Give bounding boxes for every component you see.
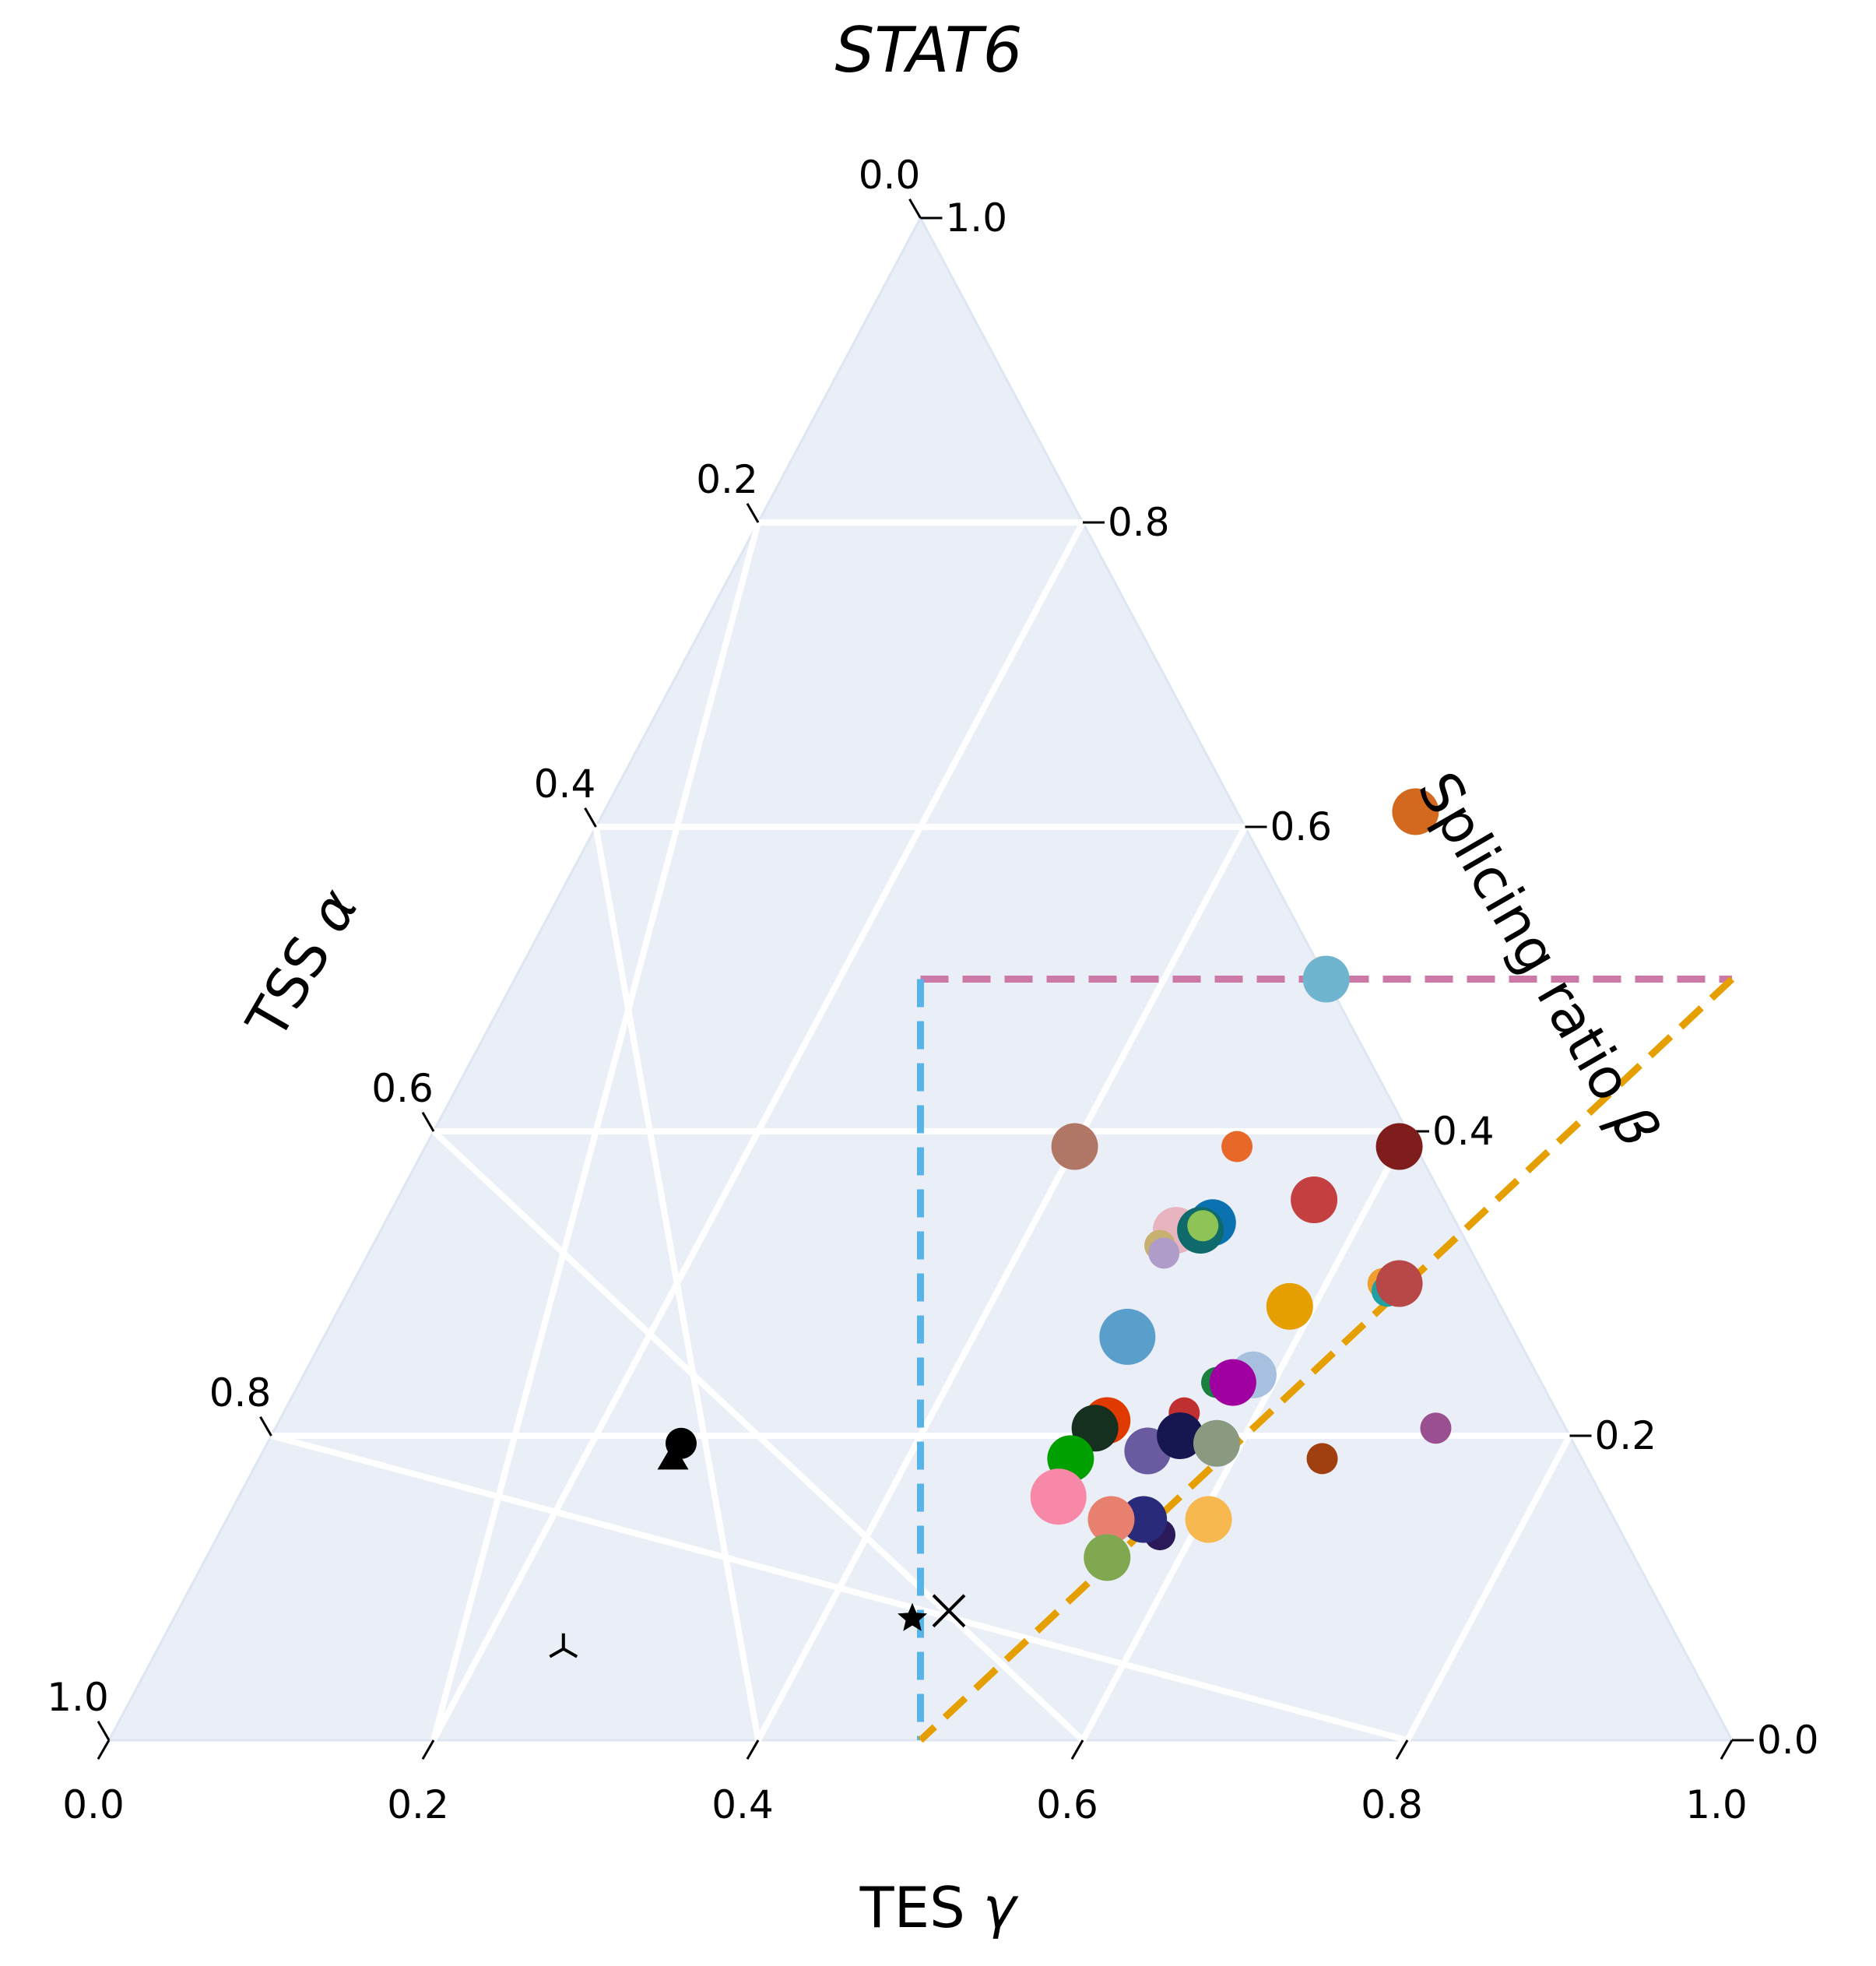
grid-line <box>1080 1130 1411 1742</box>
data-point <box>1030 1468 1087 1525</box>
right-tick-label: 0.8 <box>1108 500 1170 545</box>
bottom-tick <box>97 1739 111 1760</box>
right-tick-label: 0.0 <box>1757 1718 1819 1763</box>
data-point <box>1221 1131 1253 1162</box>
data-point <box>1185 1496 1232 1543</box>
bottom-tick-label: 0.4 <box>711 1782 774 1827</box>
right-tick-label: 0.2 <box>1595 1413 1657 1458</box>
bottom-tick <box>1720 1739 1734 1760</box>
data-points <box>549 788 1452 1658</box>
left-tick <box>746 503 760 523</box>
right-tick-label: 0.6 <box>1270 804 1333 849</box>
left-tick-label: 0.4 <box>534 761 596 807</box>
bottom-axis-title: TES γ <box>859 1875 1019 1940</box>
right-axis-label: Splicing ratio <box>1405 761 1645 1112</box>
grid-line <box>431 1129 1085 1743</box>
data-point-triangle <box>657 1443 689 1470</box>
data-point <box>1302 955 1350 1003</box>
right-tick-label: 0.4 <box>1432 1109 1495 1154</box>
left-tick <box>97 1721 111 1741</box>
data-point-star <box>898 1602 928 1631</box>
data-point-tri <box>549 1633 578 1658</box>
bottom-axis-label: TES <box>859 1875 965 1940</box>
data-point <box>1209 1359 1256 1406</box>
left-axis-symbol: α <box>296 877 371 942</box>
data-point <box>1084 1534 1131 1581</box>
data-point <box>1266 1282 1313 1330</box>
data-point <box>1157 1412 1204 1459</box>
left-tick <box>908 199 922 219</box>
bottom-tick-label: 0.2 <box>387 1782 449 1827</box>
bottom-tick-label: 1.0 <box>1685 1782 1748 1827</box>
right-axis-symbol: β <box>1597 1094 1672 1159</box>
data-point <box>1099 1308 1156 1365</box>
grid-line <box>1404 1434 1573 1742</box>
data-point <box>1087 1496 1135 1543</box>
data-point <box>1187 1210 1219 1242</box>
left-tick-label: 0.0 <box>859 153 921 198</box>
bottom-axis-symbol: γ <box>983 1875 1019 1940</box>
left-tick <box>421 1112 435 1132</box>
left-tick-label: 0.2 <box>696 457 758 502</box>
data-point <box>1291 1176 1338 1223</box>
bottom-tick <box>421 1739 435 1760</box>
left-tick <box>584 807 597 828</box>
data-point <box>1051 1123 1098 1170</box>
data-point <box>1120 1496 1168 1543</box>
bottom-tick <box>746 1739 760 1760</box>
grid-line <box>592 826 761 1741</box>
bottom-tick <box>1395 1739 1409 1760</box>
data-point-x <box>932 1594 966 1628</box>
data-point <box>1392 788 1439 835</box>
right-axis-title: Splicing ratio β <box>1405 761 1672 1159</box>
axis-ticks: 0.0 0.2 0.4 0.6 0.8 1.00.00.20.40.60.81.00.00… <box>47 153 1818 1827</box>
left-axis-label: TSS <box>234 925 343 1050</box>
left-axis-title: TSS α <box>234 877 371 1050</box>
left-tick <box>259 1416 272 1437</box>
data-point <box>1148 1237 1180 1269</box>
right-tick-label: 1.0 <box>946 195 1008 241</box>
left-tick-label: 1.0 <box>47 1675 109 1720</box>
bottom-tick-label: 0.0 <box>62 1782 125 1827</box>
bottom-tick-label: 0.8 <box>1361 1782 1423 1827</box>
bottom-tick <box>1070 1739 1084 1760</box>
data-point <box>1375 1260 1423 1307</box>
reference-line-gamma-threshold <box>918 976 1735 1743</box>
data-point <box>1375 1123 1423 1170</box>
left-tick-label: 0.6 <box>371 1066 434 1111</box>
bottom-tick-label: 0.6 <box>1036 1782 1098 1827</box>
chart-title: STAT6 <box>835 14 1023 86</box>
left-tick-label: 0.8 <box>209 1370 272 1416</box>
grid-line <box>270 1433 1409 1743</box>
data-point <box>1193 1419 1241 1467</box>
data-point <box>1420 1412 1452 1444</box>
data-point <box>1306 1443 1338 1475</box>
